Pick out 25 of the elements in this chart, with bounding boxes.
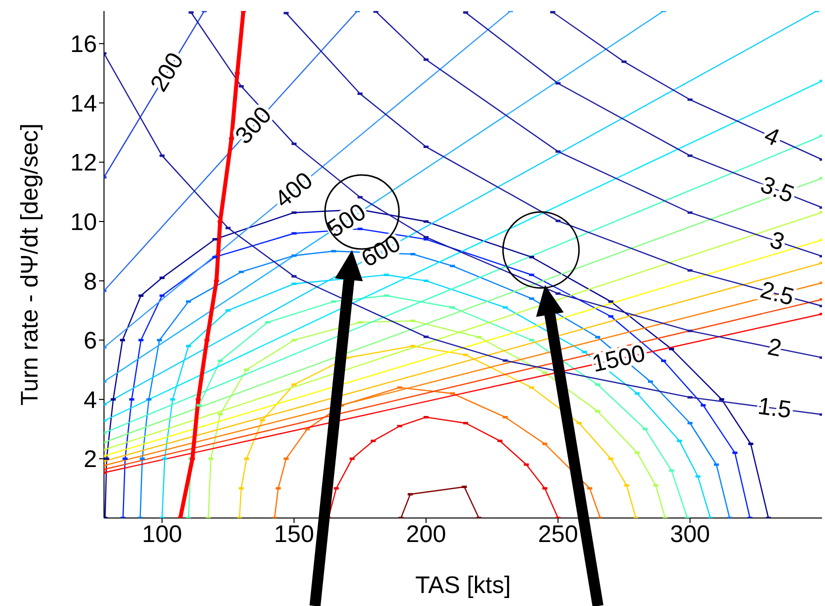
text: 1.5 xyxy=(756,392,793,424)
text: 200 xyxy=(145,48,190,96)
x-tick-label: 300 xyxy=(670,521,710,548)
x-tick-label: 200 xyxy=(406,521,446,548)
y-tick-label: 12 xyxy=(70,150,97,177)
x-axis-title: TAS [kts] xyxy=(415,572,511,599)
y-tick-label: 4 xyxy=(84,386,97,414)
text: 2.5 xyxy=(758,276,797,312)
text: 3 xyxy=(766,226,788,256)
y-tick-label: 8 xyxy=(84,268,97,296)
x-tick-label: 150 xyxy=(274,521,314,548)
y-tick-label: 10 xyxy=(70,209,97,236)
y-tick-label: 2 xyxy=(84,446,97,474)
text: 400 xyxy=(270,167,318,214)
x-tick-label: 100 xyxy=(142,521,182,548)
text: 3.5 xyxy=(756,171,798,209)
y-tick-label: 16 xyxy=(70,31,97,58)
text: 1500 xyxy=(590,340,648,378)
y-tick-label: 14 xyxy=(70,90,97,118)
y-axis-title: Turn rate - dΨ/dt [deg/sec] xyxy=(16,124,44,406)
text: 4 xyxy=(760,122,784,152)
x-tick-label: 250 xyxy=(538,521,578,548)
text: 2 xyxy=(765,333,784,363)
text: 300 xyxy=(230,102,278,150)
y-tick-label: 6 xyxy=(84,328,97,355)
